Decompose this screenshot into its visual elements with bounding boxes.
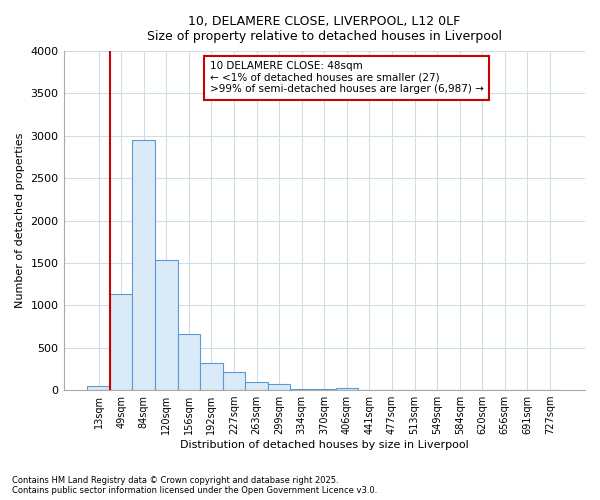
Bar xyxy=(155,260,178,390)
Bar xyxy=(200,363,223,390)
Title: 10, DELAMERE CLOSE, LIVERPOOL, L12 0LF
Size of property relative to detached hou: 10, DELAMERE CLOSE, LIVERPOOL, L12 0LF S… xyxy=(147,15,502,43)
Bar xyxy=(223,372,245,390)
Bar xyxy=(110,294,133,390)
Bar xyxy=(335,388,358,390)
Bar xyxy=(133,140,155,390)
Bar xyxy=(178,334,200,390)
Y-axis label: Number of detached properties: Number of detached properties xyxy=(15,133,25,308)
Bar xyxy=(245,382,268,390)
Text: 10 DELAMERE CLOSE: 48sqm
← <1% of detached houses are smaller (27)
>99% of semi-: 10 DELAMERE CLOSE: 48sqm ← <1% of detach… xyxy=(209,62,484,94)
Bar xyxy=(313,389,335,390)
X-axis label: Distribution of detached houses by size in Liverpool: Distribution of detached houses by size … xyxy=(180,440,469,450)
Bar xyxy=(268,384,290,390)
Bar xyxy=(87,386,110,390)
Text: Contains HM Land Registry data © Crown copyright and database right 2025.
Contai: Contains HM Land Registry data © Crown c… xyxy=(12,476,377,495)
Bar xyxy=(290,389,313,390)
